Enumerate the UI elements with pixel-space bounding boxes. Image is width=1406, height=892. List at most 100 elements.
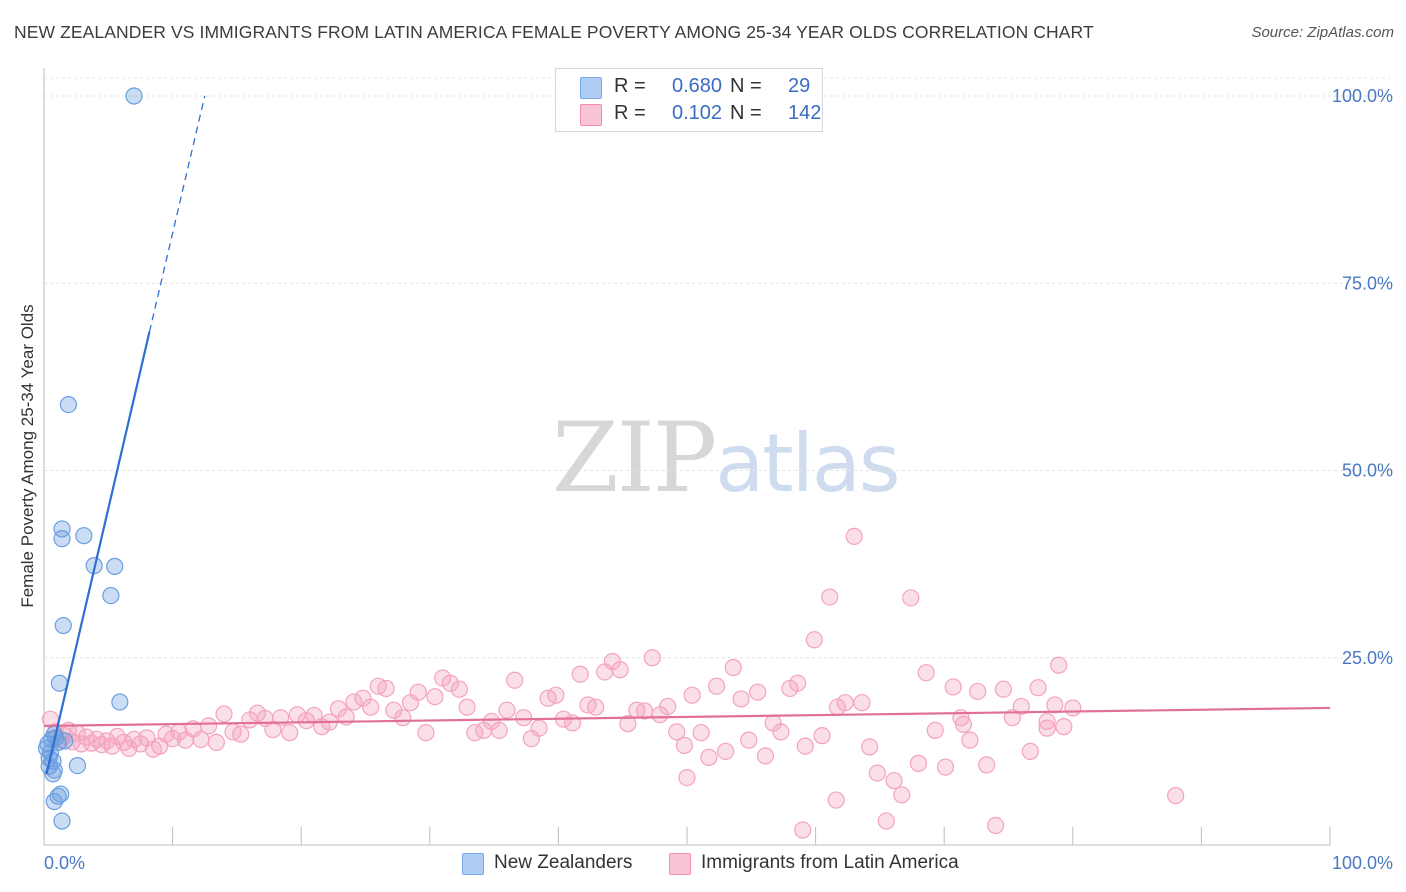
- data-point-latin-america: [619, 715, 637, 733]
- data-point-latin-america: [994, 680, 1012, 698]
- correlation-legend: R = 0.680 N = 29 R = 0.102 N = 142: [555, 68, 823, 132]
- data-point-latin-america: [868, 764, 886, 782]
- data-point-new-zealanders: [54, 616, 72, 635]
- data-point-latin-america: [1167, 786, 1185, 805]
- data-point-latin-america: [207, 733, 225, 751]
- legend-n-label: N =: [730, 75, 762, 97]
- data-point-latin-america: [587, 698, 605, 716]
- x-tick-label: 0.0%: [44, 853, 85, 873]
- data-point-latin-america: [954, 715, 973, 734]
- data-point-new-zealanders: [68, 757, 87, 775]
- data-point-latin-america: [377, 679, 395, 698]
- data-point-latin-america: [563, 714, 582, 732]
- legend-r-label: R =: [614, 102, 646, 124]
- data-point-new-zealanders: [75, 527, 93, 545]
- legend-r-value: 0.680: [672, 75, 723, 97]
- data-point-new-zealanders: [53, 812, 71, 830]
- data-point-new-zealanders: [55, 732, 74, 750]
- legend-swatch-pink: [580, 104, 602, 126]
- data-point-latin-america: [1055, 718, 1073, 736]
- trend-line-latin-america: [43, 706, 1331, 728]
- data-point-latin-america: [1003, 709, 1021, 727]
- y-tick-label: 75.0%: [1342, 273, 1393, 293]
- legend-swatch-blue: [580, 77, 602, 99]
- data-point-latin-america: [1064, 699, 1082, 717]
- data-point-latin-america: [98, 732, 116, 750]
- data-point-latin-america: [732, 690, 750, 708]
- data-point-latin-america: [659, 697, 677, 716]
- data-point-latin-america: [902, 589, 920, 607]
- watermark-zip: ZIP: [552, 402, 717, 514]
- y-tick-label: 100.0%: [1332, 86, 1393, 106]
- data-point-latin-america: [861, 738, 879, 756]
- data-point-latin-america: [1050, 656, 1068, 674]
- data-point-latin-america: [1029, 679, 1047, 697]
- data-point-latin-america: [740, 731, 758, 749]
- data-point-new-zealanders: [50, 674, 69, 692]
- data-point-latin-america: [547, 686, 565, 704]
- y-tick-labels: 25.0% 50.0% 75.0% 100.0%: [1332, 86, 1393, 668]
- data-point-latin-america: [1021, 742, 1039, 760]
- y-tick-label: 50.0%: [1342, 461, 1393, 481]
- source-credit: Source: ZipAtlas.com: [1251, 24, 1394, 41]
- data-point-latin-america: [506, 671, 524, 689]
- data-point-latin-america: [232, 725, 250, 743]
- data-point-latin-america: [836, 694, 854, 712]
- data-point-latin-america: [417, 724, 435, 742]
- data-point-latin-america: [1038, 712, 1056, 731]
- data-point-latin-america: [683, 686, 701, 704]
- trend-lines: [43, 95, 1331, 775]
- data-point-latin-america: [108, 727, 126, 745]
- legend-n-value: 29: [788, 75, 811, 97]
- data-point-latin-america: [796, 737, 814, 755]
- data-point-new-zealanders: [102, 586, 120, 605]
- data-point-new-zealanders: [53, 520, 71, 538]
- data-point-latin-america: [643, 649, 661, 667]
- data-point-latin-america: [969, 682, 987, 701]
- data-point-latin-america: [692, 724, 710, 742]
- data-point-latin-america: [345, 693, 363, 711]
- data-point-latin-america: [821, 588, 839, 606]
- legend-label: New Zealanders: [494, 852, 633, 873]
- legend-r-label: R =: [614, 75, 646, 97]
- data-point-latin-america: [458, 698, 476, 716]
- data-point-latin-america: [716, 742, 735, 760]
- data-point-latin-america: [450, 680, 468, 698]
- data-point-latin-america: [426, 688, 444, 706]
- data-point-latin-america: [490, 721, 508, 740]
- x-tick-label: 100.0%: [1332, 853, 1393, 873]
- watermark: ZIPatlas: [552, 402, 901, 514]
- legend-swatch-pink: [669, 853, 691, 875]
- data-point-latin-america: [394, 709, 412, 727]
- data-point-latin-america: [498, 701, 516, 719]
- data-point-new-zealanders: [106, 557, 124, 575]
- data-point-latin-america: [845, 527, 863, 546]
- data-point-latin-america: [362, 698, 380, 716]
- chart-title: NEW ZEALANDER VS IMMIGRANTS FROM LATIN A…: [14, 22, 1094, 42]
- data-point-new-zealanders: [53, 530, 71, 548]
- data-point-new-zealanders: [59, 395, 78, 414]
- data-point-latin-america: [668, 723, 686, 741]
- data-point-latin-america: [909, 754, 928, 772]
- data-point-latin-america: [936, 758, 955, 776]
- watermark-atlas: atlas: [715, 417, 900, 510]
- data-point-latin-america: [917, 664, 935, 682]
- data-point-latin-america: [827, 791, 845, 809]
- legend-n-value: 142: [788, 102, 822, 124]
- data-point-latin-america: [987, 816, 1005, 835]
- data-point-latin-america: [724, 658, 742, 677]
- legend-n-label: N =: [730, 102, 762, 124]
- data-point-latin-america: [1012, 697, 1030, 716]
- data-point-latin-america: [961, 731, 979, 749]
- data-point-latin-america: [131, 735, 150, 753]
- trend-line-new-zealanders: [45, 331, 151, 775]
- data-point-latin-america: [200, 717, 218, 735]
- data-point-latin-america: [853, 694, 871, 712]
- y-tick-label: 25.0%: [1342, 648, 1393, 668]
- data-point-latin-america: [978, 756, 996, 774]
- data-point-latin-america: [571, 665, 589, 683]
- series-latin-america: [41, 527, 1185, 839]
- data-point-new-zealanders: [111, 693, 129, 711]
- data-point-latin-america: [678, 768, 696, 787]
